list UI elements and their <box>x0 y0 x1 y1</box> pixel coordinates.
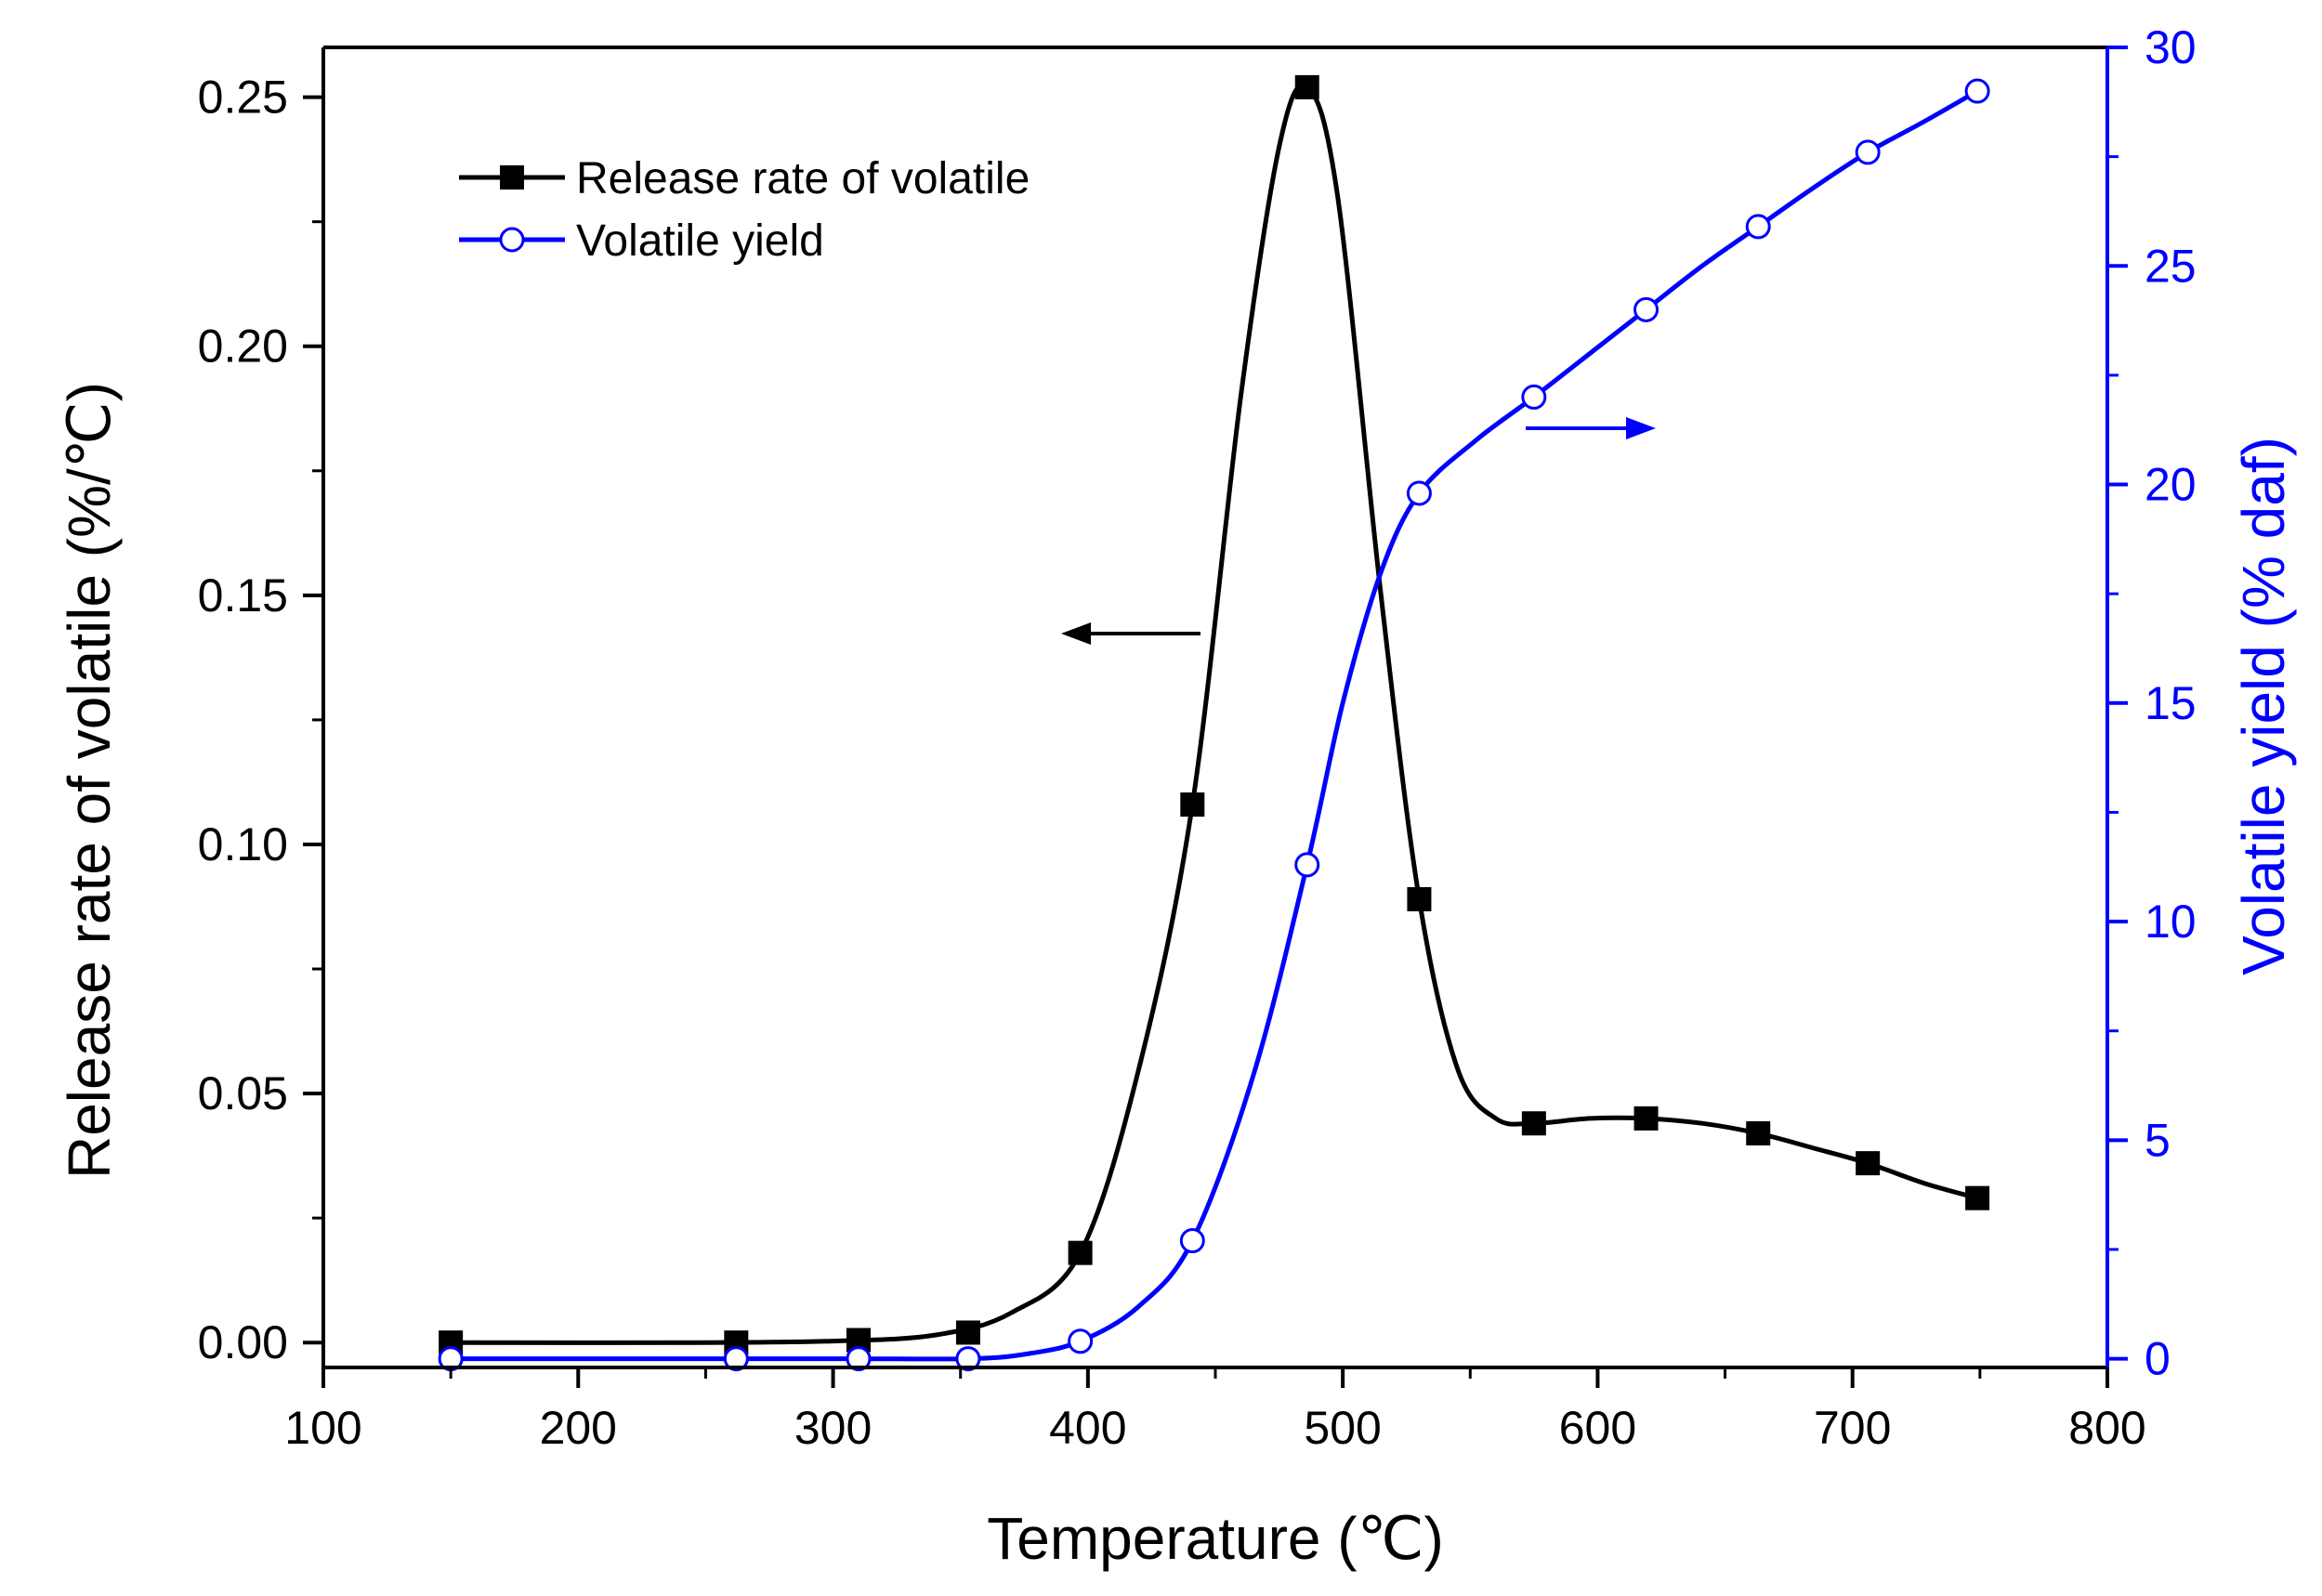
x-axis-ticks: 100 200 300 400 500 600 700 800 <box>284 1367 2146 1454</box>
data-point-release-rate <box>1633 1105 1659 1131</box>
data-point-volatile-yield <box>955 1346 981 1372</box>
data-point-volatile-yield <box>723 1346 749 1372</box>
left-tick-label: 0.05 <box>198 1067 288 1119</box>
data-point-release-rate <box>1746 1120 1771 1145</box>
data-point-release-rate <box>1407 886 1432 911</box>
data-point-volatile-yield <box>1855 139 1881 165</box>
legend: Release rate of volatile Volatile yield <box>459 154 1030 266</box>
right-tick-label: 0 <box>2145 1333 2171 1385</box>
right-tick-label: 10 <box>2145 896 2197 948</box>
right-axis-title: Volatile yield (% daf) <box>2230 437 2297 975</box>
data-point-release-rate <box>1294 74 1319 99</box>
data-point-release-rate <box>1180 792 1205 818</box>
left-tick-label: 0.00 <box>198 1316 288 1368</box>
x-tick-label: 700 <box>1814 1402 1891 1454</box>
legend-label-release-rate: Release rate of volatile <box>576 154 1030 203</box>
arrow-to-right-axis <box>1526 417 1656 439</box>
arrow-to-left-axis <box>1061 622 1200 645</box>
x-tick-label: 200 <box>540 1402 617 1454</box>
data-point-release-rate <box>1856 1151 1881 1176</box>
data-point-volatile-yield <box>1294 852 1320 878</box>
legend-label-volatile-yield: Volatile yield <box>576 216 824 266</box>
left-tick-label: 0.20 <box>198 321 288 373</box>
data-point-release-rate <box>955 1320 980 1345</box>
series-line-release-rate <box>451 83 1978 1345</box>
data-point-volatile-yield <box>1521 384 1547 410</box>
right-axis-ticks: 0 5 10 15 20 25 30 <box>2107 21 2197 1385</box>
right-tick-label: 15 <box>2145 677 2197 729</box>
x-tick-label: 400 <box>1049 1402 1126 1454</box>
right-tick-label: 20 <box>2145 459 2197 511</box>
x-axis-title: Temperature (℃) <box>987 1505 1444 1572</box>
right-tick-label: 25 <box>2145 240 2197 292</box>
x-tick-label: 300 <box>794 1402 872 1454</box>
x-tick-label: 800 <box>2068 1402 2145 1454</box>
data-point-release-rate <box>1521 1111 1546 1136</box>
data-point-volatile-yield <box>1964 78 1990 104</box>
left-tick-label: 0.15 <box>198 569 288 621</box>
data-point-volatile-yield <box>1179 1228 1205 1254</box>
data-point-volatile-yield <box>1745 214 1771 240</box>
x-tick-label: 600 <box>1559 1402 1636 1454</box>
data-point-volatile-yield <box>1406 480 1432 506</box>
x-tick-label: 500 <box>1304 1402 1381 1454</box>
right-tick-label: 30 <box>2145 21 2197 73</box>
left-axis-ticks: 0.00 0.05 0.10 0.15 0.20 0.25 <box>198 72 323 1368</box>
left-tick-label: 0.25 <box>198 72 288 124</box>
x-tick-label: 100 <box>284 1402 361 1454</box>
data-point-release-rate <box>1068 1240 1093 1265</box>
right-tick-label: 5 <box>2145 1114 2171 1166</box>
data-point-release-rate <box>1965 1185 1990 1210</box>
data-point-volatile-yield <box>1633 296 1660 322</box>
legend-marker-volatile-yield <box>499 227 525 253</box>
series-markers <box>438 74 1990 1372</box>
left-axis-title: Release rate of volatile (%/℃) <box>56 382 123 1179</box>
data-point-volatile-yield <box>1068 1328 1094 1354</box>
left-tick-label: 0.10 <box>198 818 288 870</box>
legend-marker-release-rate <box>500 165 524 190</box>
data-point-volatile-yield <box>846 1346 872 1372</box>
